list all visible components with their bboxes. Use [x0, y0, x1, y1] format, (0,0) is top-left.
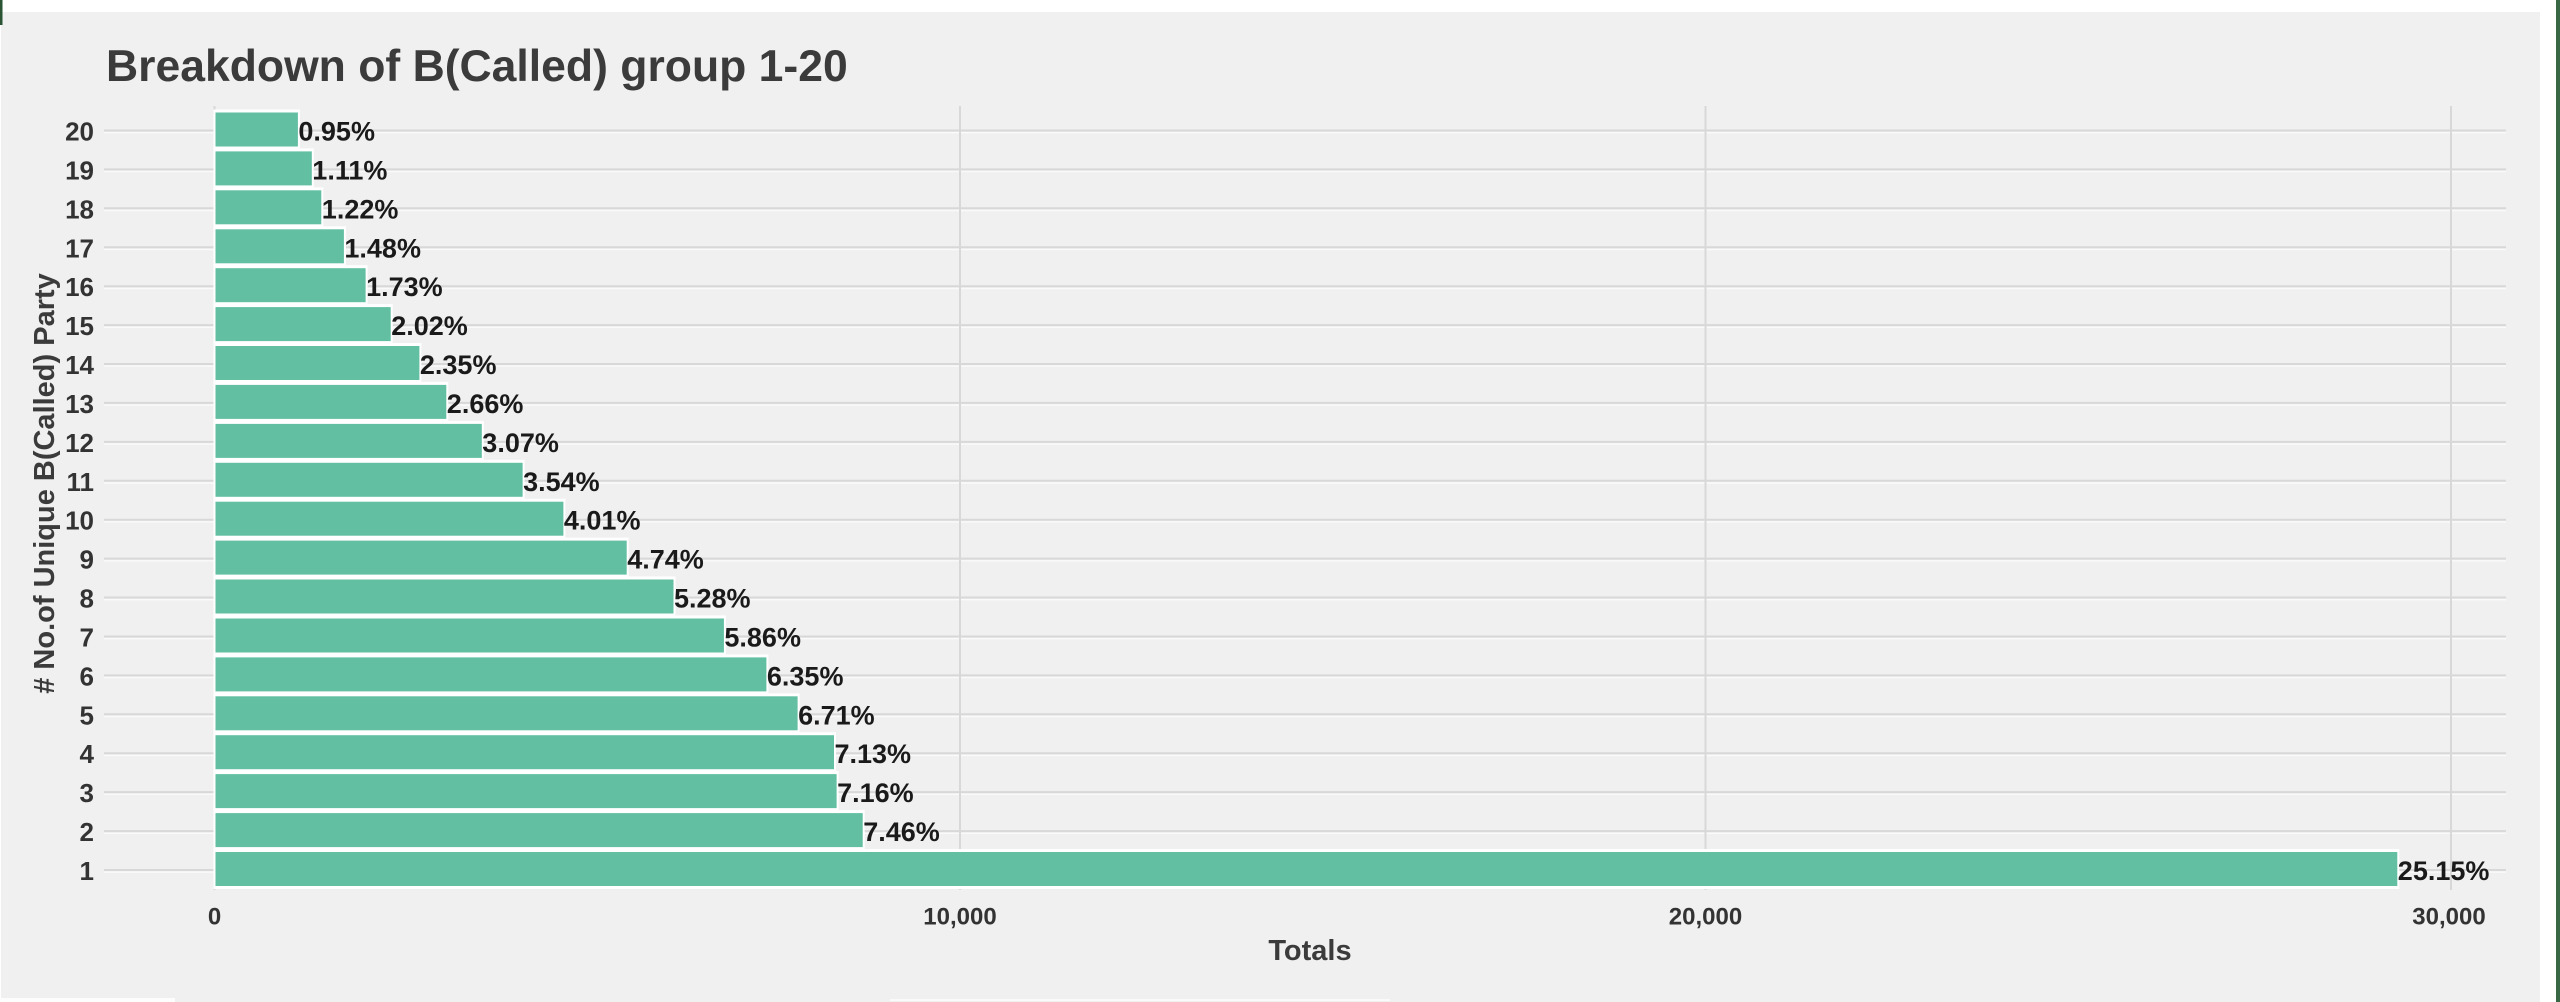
svg-text:2.66%: 2.66%: [447, 389, 524, 419]
svg-text:7.13%: 7.13%: [835, 739, 912, 769]
svg-text:10: 10: [65, 506, 94, 536]
svg-text:7.46%: 7.46%: [863, 817, 940, 847]
svg-text:9: 9: [80, 545, 94, 575]
svg-text:19: 19: [65, 155, 94, 185]
svg-text:16: 16: [65, 272, 94, 302]
svg-text:1.73%: 1.73%: [366, 272, 443, 302]
svg-text:Breakdown of B(Called) group 1: Breakdown of B(Called) group 1-20: [106, 42, 848, 91]
svg-text:1.11%: 1.11%: [312, 155, 387, 185]
svg-text:1.22%: 1.22%: [322, 194, 399, 224]
svg-text:7: 7: [80, 623, 94, 653]
svg-text:17: 17: [65, 233, 94, 263]
svg-text:1: 1: [80, 856, 94, 886]
svg-text:4.74%: 4.74%: [627, 545, 704, 575]
svg-text:4: 4: [80, 739, 95, 769]
svg-text:# No.of Unique B(Called) Party: # No.of Unique B(Called) Party: [29, 273, 61, 694]
svg-text:4.01%: 4.01%: [564, 506, 641, 536]
svg-text:3.07%: 3.07%: [482, 428, 559, 458]
svg-text:2.02%: 2.02%: [391, 311, 468, 341]
svg-text:30,000: 30,000: [2412, 904, 2485, 931]
svg-text:3.54%: 3.54%: [523, 467, 600, 497]
svg-text:5.28%: 5.28%: [674, 584, 751, 614]
svg-text:2: 2: [80, 817, 94, 847]
svg-text:14: 14: [65, 350, 94, 380]
svg-text:8: 8: [80, 584, 94, 614]
svg-text:0: 0: [208, 904, 221, 931]
svg-text:18: 18: [65, 194, 94, 224]
svg-text:6: 6: [80, 661, 94, 691]
svg-text:6.35%: 6.35%: [767, 661, 844, 691]
svg-text:7.16%: 7.16%: [837, 778, 914, 808]
svg-text:25.15%: 25.15%: [2398, 856, 2490, 886]
svg-text:11: 11: [67, 467, 95, 497]
svg-text:0.95%: 0.95%: [298, 117, 375, 147]
svg-text:6.71%: 6.71%: [798, 700, 875, 730]
svg-text:5.86%: 5.86%: [724, 623, 801, 653]
svg-text:2.35%: 2.35%: [420, 350, 497, 380]
svg-text:Totals: Totals: [1268, 935, 1351, 967]
svg-text:12: 12: [65, 428, 94, 458]
svg-text:5: 5: [80, 700, 94, 730]
svg-text:10,000: 10,000: [923, 904, 996, 931]
svg-text:20,000: 20,000: [1669, 904, 1742, 931]
svg-text:20: 20: [65, 117, 94, 147]
svg-text:13: 13: [65, 389, 94, 419]
svg-text:1.48%: 1.48%: [344, 233, 421, 263]
svg-text:15: 15: [65, 311, 94, 341]
svg-text:3: 3: [80, 778, 94, 808]
